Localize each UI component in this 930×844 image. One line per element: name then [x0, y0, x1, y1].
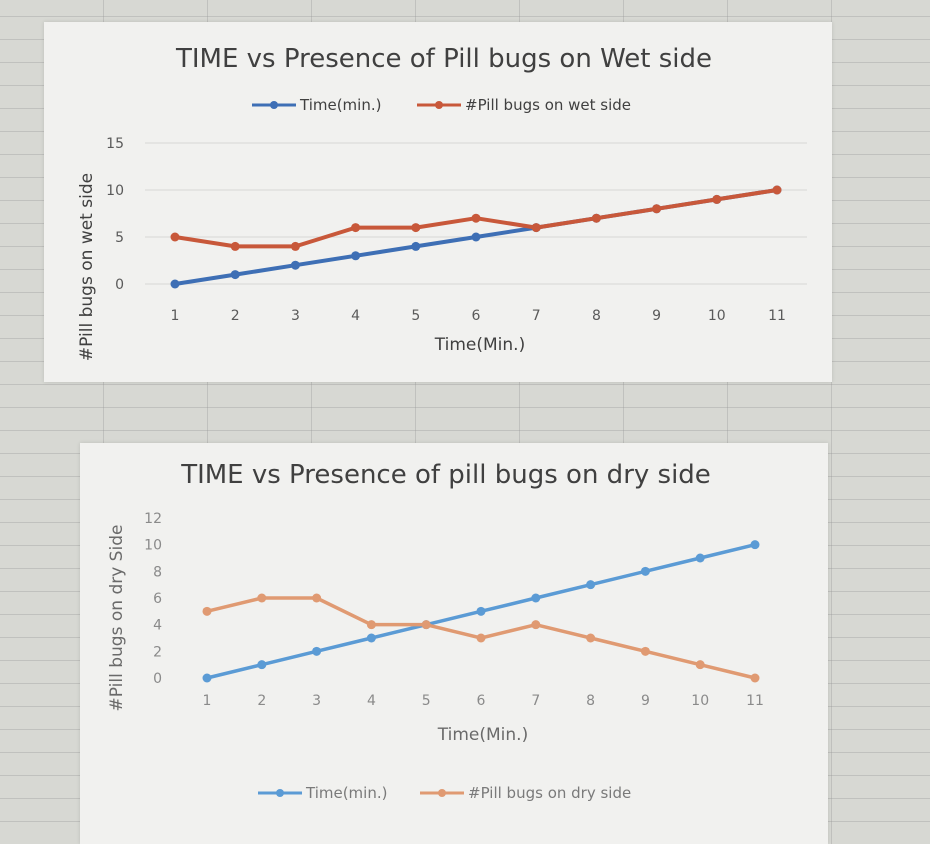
- dry-side-chart[interactable]: TIME vs Presence of pill bugs on dry sid…: [80, 443, 828, 844]
- legend-marker-time: [270, 101, 278, 109]
- dry-series-1-point: [257, 593, 267, 603]
- wet-series-0-point: [351, 251, 361, 261]
- dry-y-tick-label: 6: [153, 591, 162, 607]
- dry-series-0-point: [531, 593, 541, 603]
- dry-series-1-point: [531, 620, 541, 630]
- dry-x-tick-label: 3: [312, 693, 321, 709]
- wet-side-chart-svg: TIME vs Presence of Pill bugs on Wet sid…: [77, 44, 807, 361]
- wet-series-1-point: [290, 241, 300, 251]
- legend-marker-dry: [438, 789, 446, 797]
- legend-label-time: Time(min.): [299, 96, 381, 114]
- dry-series-1-point: [695, 660, 705, 670]
- dry-chart-title: TIME vs Presence of pill bugs on dry sid…: [180, 460, 711, 490]
- dry-series-1-point: [421, 620, 431, 630]
- dry-x-tick-label: 9: [641, 693, 650, 709]
- wet-y-tick-label: 0: [115, 277, 124, 293]
- dry-x-tick-label: 10: [691, 693, 709, 709]
- dry-chart-x-ticks: 1 2 3 4 5 6 7 8 9 10 11: [203, 693, 764, 709]
- dry-x-tick-label: 8: [586, 693, 595, 709]
- wet-y-tick-label: 10: [106, 183, 124, 199]
- dry-x-tick-label: 1: [203, 693, 212, 709]
- wet-x-tick-label: 1: [171, 308, 180, 324]
- dry-series-0-point: [586, 580, 596, 590]
- dry-series-1-point: [476, 633, 486, 643]
- wet-chart-x-axis-title: Time(Min.): [434, 335, 525, 355]
- wet-series-1-point: [531, 223, 541, 233]
- dry-chart-x-axis-title: Time(Min.): [437, 725, 528, 745]
- wet-series-1-point: [712, 194, 722, 204]
- dry-series-0-point: [312, 646, 322, 656]
- dry-x-tick-label: 11: [746, 693, 764, 709]
- dry-y-tick-label: 2: [153, 644, 162, 660]
- dry-series-1-point: [640, 646, 650, 656]
- dry-series-0-point: [750, 540, 760, 550]
- wet-chart-title: TIME vs Presence of Pill bugs on Wet sid…: [175, 44, 712, 74]
- dry-x-tick-label: 7: [531, 693, 540, 709]
- wet-x-tick-label: 6: [472, 308, 481, 324]
- legend-marker-wet: [435, 101, 443, 109]
- wet-chart-x-ticks: 1 2 3 4 5 6 7 8 9 10 11: [171, 308, 786, 324]
- dry-series-0-point: [257, 660, 267, 670]
- wet-chart-y-axis-title: #Pill bugs on wet side: [77, 173, 97, 361]
- wet-x-tick-label: 8: [592, 308, 601, 324]
- dry-y-tick-label: 10: [144, 538, 162, 554]
- wet-series-0-point: [170, 279, 180, 289]
- dry-chart-y-ticks: 0 2 4 6 8 10 12: [144, 511, 162, 687]
- legend-label-time: Time(min.): [305, 784, 387, 802]
- dry-series-1-point: [312, 593, 322, 603]
- wet-series-1-point: [170, 232, 180, 242]
- wet-series-0-point: [290, 260, 300, 270]
- wet-x-tick-label: 4: [351, 308, 360, 324]
- wet-series-0-point: [471, 232, 481, 242]
- wet-series-1-point: [411, 223, 421, 233]
- dry-series-0-point: [476, 606, 486, 616]
- wet-x-tick-label: 11: [768, 308, 786, 324]
- dry-series-1-point: [586, 633, 596, 643]
- wet-chart-gridlines: [145, 142, 807, 285]
- dry-y-tick-label: 0: [153, 671, 162, 687]
- dry-y-tick-label: 4: [153, 618, 162, 634]
- dry-chart-legend: Time(min.) #Pill bugs on dry side: [258, 784, 631, 802]
- wet-chart-legend: Time(min.) #Pill bugs on wet side: [252, 96, 631, 114]
- wet-series-0-point: [230, 270, 240, 280]
- dry-x-tick-label: 6: [477, 693, 486, 709]
- wet-x-tick-label: 5: [411, 308, 420, 324]
- wet-x-tick-label: 7: [532, 308, 541, 324]
- wet-x-tick-label: 9: [652, 308, 661, 324]
- legend-label-wet: #Pill bugs on wet side: [465, 96, 631, 114]
- wet-x-tick-label: 2: [231, 308, 240, 324]
- wet-series-1-point: [351, 223, 361, 233]
- wet-series-1-point: [591, 213, 601, 223]
- dry-series-0-point: [202, 673, 212, 683]
- wet-x-tick-label: 10: [708, 308, 726, 324]
- wet-chart-series: [170, 185, 782, 289]
- dry-series-1-point: [366, 620, 376, 630]
- dry-side-chart-svg: TIME vs Presence of pill bugs on dry sid…: [107, 460, 764, 802]
- wet-series-1-point: [471, 213, 481, 223]
- wet-x-tick-label: 3: [291, 308, 300, 324]
- dry-x-tick-label: 2: [257, 693, 266, 709]
- wet-y-tick-label: 5: [115, 230, 124, 246]
- wet-chart-y-ticks: 0 5 10 15: [106, 136, 124, 293]
- wet-y-tick-label: 15: [106, 136, 124, 152]
- dry-series-0-point: [695, 553, 705, 563]
- wet-series-1-point: [772, 185, 782, 195]
- dry-series-1-point: [750, 673, 760, 683]
- dry-series-1-point: [202, 606, 212, 616]
- dry-chart-series: [202, 540, 760, 683]
- wet-series-1-point: [652, 204, 662, 214]
- wet-series-1-point: [230, 241, 240, 251]
- dry-chart-y-axis-title: #Pill bugs on dry Side: [107, 525, 127, 712]
- wet-series-0-point: [411, 241, 421, 251]
- dry-x-tick-label: 4: [367, 693, 376, 709]
- wet-side-chart[interactable]: TIME vs Presence of Pill bugs on Wet sid…: [44, 22, 832, 382]
- legend-marker-time: [276, 789, 284, 797]
- dry-series-0-point: [366, 633, 376, 643]
- legend-label-dry: #Pill bugs on dry side: [468, 784, 631, 802]
- dry-y-tick-label: 8: [153, 564, 162, 580]
- dry-x-tick-label: 5: [422, 693, 431, 709]
- dry-series-0-point: [640, 566, 650, 576]
- dry-y-tick-label: 12: [144, 511, 162, 527]
